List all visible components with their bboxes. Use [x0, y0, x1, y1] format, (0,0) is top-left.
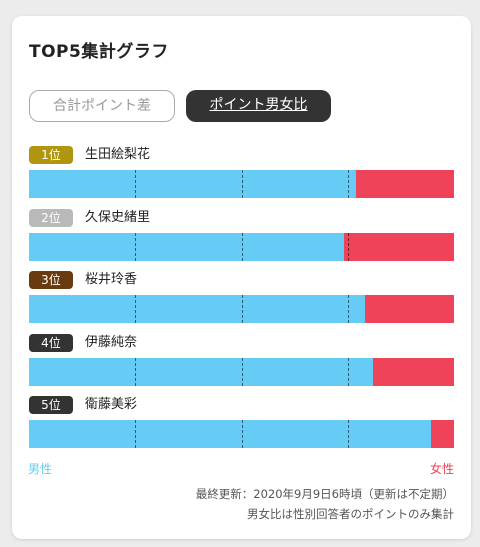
rank-badge: 5位	[29, 396, 73, 414]
rank-badge: 2位	[29, 208, 73, 227]
bar-gridline	[135, 295, 137, 323]
ranking-entry: 4位 伊藤純奈	[29, 333, 454, 386]
ratio-bar	[29, 295, 454, 323]
female-ratio-segment	[430, 420, 454, 448]
rank-badge: 3位	[29, 271, 73, 289]
rank-badge: 4位	[29, 333, 73, 352]
ratio-bar	[29, 420, 454, 448]
ratio-bar	[29, 170, 454, 198]
bar-gridline	[135, 357, 137, 386]
female-ratio-segment	[364, 295, 454, 323]
tab-point-gender-ratio[interactable]: ポイント男女比	[186, 90, 331, 122]
bar-gridline	[241, 170, 243, 198]
ratio-bar	[29, 232, 454, 261]
member-name: 桜井玲香	[85, 272, 138, 287]
bar-gridline	[241, 295, 243, 323]
bar-gridline	[135, 170, 137, 198]
tab-total-point-diff[interactable]: 合計ポイント差	[29, 90, 175, 122]
bar-gridline	[135, 420, 137, 448]
chart-title: TOP5集計グラフ	[29, 42, 169, 62]
bar-gridline	[347, 357, 349, 386]
bar-gridline	[347, 232, 349, 261]
member-name: 衛藤美彩	[85, 397, 138, 412]
female-ratio-segment	[373, 357, 454, 386]
legend-male: 男性	[28, 462, 53, 476]
male-ratio-segment	[29, 295, 365, 323]
male-ratio-segment	[29, 420, 431, 448]
member-name: 久保史緒里	[85, 209, 151, 225]
bar-gridline	[241, 232, 243, 261]
ranking-entry: 2位 久保史緒里	[29, 208, 454, 261]
bar-gridline	[241, 420, 243, 448]
ranking-entry: 3位 桜井玲香	[29, 271, 454, 323]
bar-gridline	[135, 232, 137, 261]
ranking-entry: 5位 衛藤美彩	[29, 396, 454, 448]
male-ratio-segment	[29, 170, 357, 198]
female-ratio-segment	[343, 232, 454, 261]
member-name: 伊藤純奈	[85, 334, 138, 350]
male-ratio-segment	[29, 232, 344, 261]
bar-gridline	[347, 170, 349, 198]
last-updated-note: 最終更新：2020年9月9日6時頃（更新は不定期）	[195, 487, 454, 501]
legend-female: 女性	[429, 462, 454, 476]
male-ratio-segment	[29, 357, 374, 386]
member-name: 生田絵梨花	[85, 147, 151, 162]
rank-badge: 1位	[29, 146, 73, 164]
bar-gridline	[241, 357, 243, 386]
female-ratio-segment	[356, 170, 454, 198]
ratio-bar	[29, 357, 454, 386]
ratio-note: 男女比は性別回答者のポイントのみ集計	[247, 507, 454, 521]
bar-gridline	[347, 420, 349, 448]
bar-gridline	[347, 295, 349, 323]
top5-chart-card: TOP5集計グラフ 合計ポイント差 ポイント男女比 1位 生田絵梨花 2位 久保史緒里…	[12, 16, 471, 539]
ranking-entry: 1位 生田絵梨花	[29, 146, 454, 198]
